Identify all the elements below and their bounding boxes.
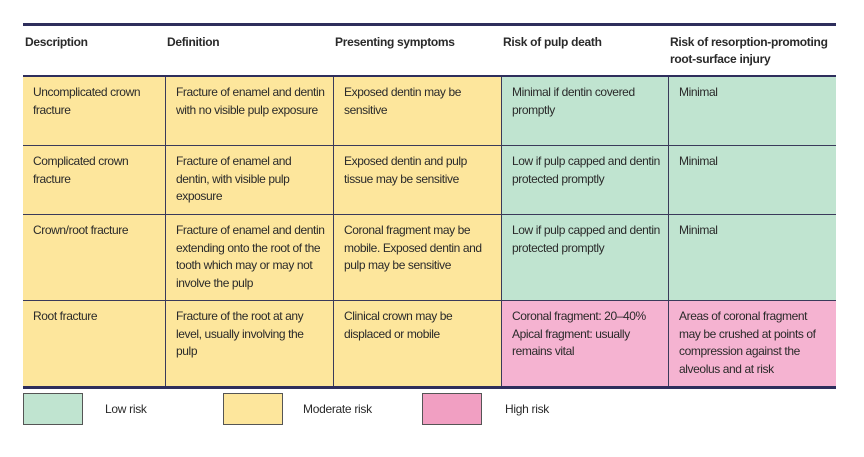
table-row: Complicated crown fracture Fracture of e… [23, 146, 836, 215]
cell-symptoms: Exposed dentin and pulp tissue may be se… [333, 146, 501, 214]
cell-symptoms: Exposed dentin may be sensitive [333, 77, 501, 145]
header-description: Description [25, 35, 88, 49]
cell-pulp-death-risk: Low if pulp capped and dentin protected … [501, 146, 668, 214]
table-header: Description Definition Presenting sympto… [23, 26, 836, 77]
cell-resorption-risk: Areas of coronal fragment may be crushed… [668, 301, 836, 386]
cell-description: Root fracture [23, 301, 165, 386]
cell-definition: Fracture of the root at any level, usual… [165, 301, 333, 386]
header-symptoms: Presenting symptoms [335, 35, 455, 49]
header-definition: Definition [167, 35, 220, 49]
cell-resorption-risk: Minimal [668, 215, 836, 300]
cell-resorption-risk: Minimal [668, 77, 836, 145]
header-resorption-risk: Risk of resorption-promoting root-surfac… [670, 35, 828, 66]
cell-symptoms: Coronal fragment may be mobile. Exposed … [333, 215, 501, 300]
legend-swatch-moderate [223, 393, 283, 425]
cell-definition: Fracture of enamel and dentin extending … [165, 215, 333, 300]
risk-legend: Low risk Moderate risk High risk [23, 393, 723, 425]
cell-description: Uncomplicated crown fracture [23, 77, 165, 145]
legend-label-moderate: Moderate risk [303, 402, 372, 416]
cell-description: Complicated crown fracture [23, 146, 165, 214]
legend-swatch-low [23, 393, 83, 425]
cell-pulp-death-risk: Coronal fragment: 20–40% Apical fragment… [501, 301, 668, 386]
table-row: Root fracture Fracture of the root at an… [23, 301, 836, 386]
cell-pulp-death-risk: Low if pulp capped and dentin protected … [501, 215, 668, 300]
cell-description: Crown/root fracture [23, 215, 165, 300]
cell-definition: Fracture of enamel and dentin with no vi… [165, 77, 333, 145]
cell-symptoms: Clinical crown may be displaced or mobil… [333, 301, 501, 386]
header-pulp-death-risk: Risk of pulp death [503, 35, 602, 49]
injury-risk-table: Description Definition Presenting sympto… [23, 23, 836, 389]
table-row: Crown/root fracture Fracture of enamel a… [23, 215, 836, 301]
cell-definition: Fracture of enamel and dentin, with visi… [165, 146, 333, 214]
table-row: Uncomplicated crown fracture Fracture of… [23, 77, 836, 146]
cell-resorption-risk: Minimal [668, 146, 836, 214]
legend-label-high: High risk [505, 402, 549, 416]
legend-label-low: Low risk [105, 402, 147, 416]
legend-swatch-high [422, 393, 482, 425]
cell-pulp-death-risk: Minimal if dentin covered promptly [501, 77, 668, 145]
